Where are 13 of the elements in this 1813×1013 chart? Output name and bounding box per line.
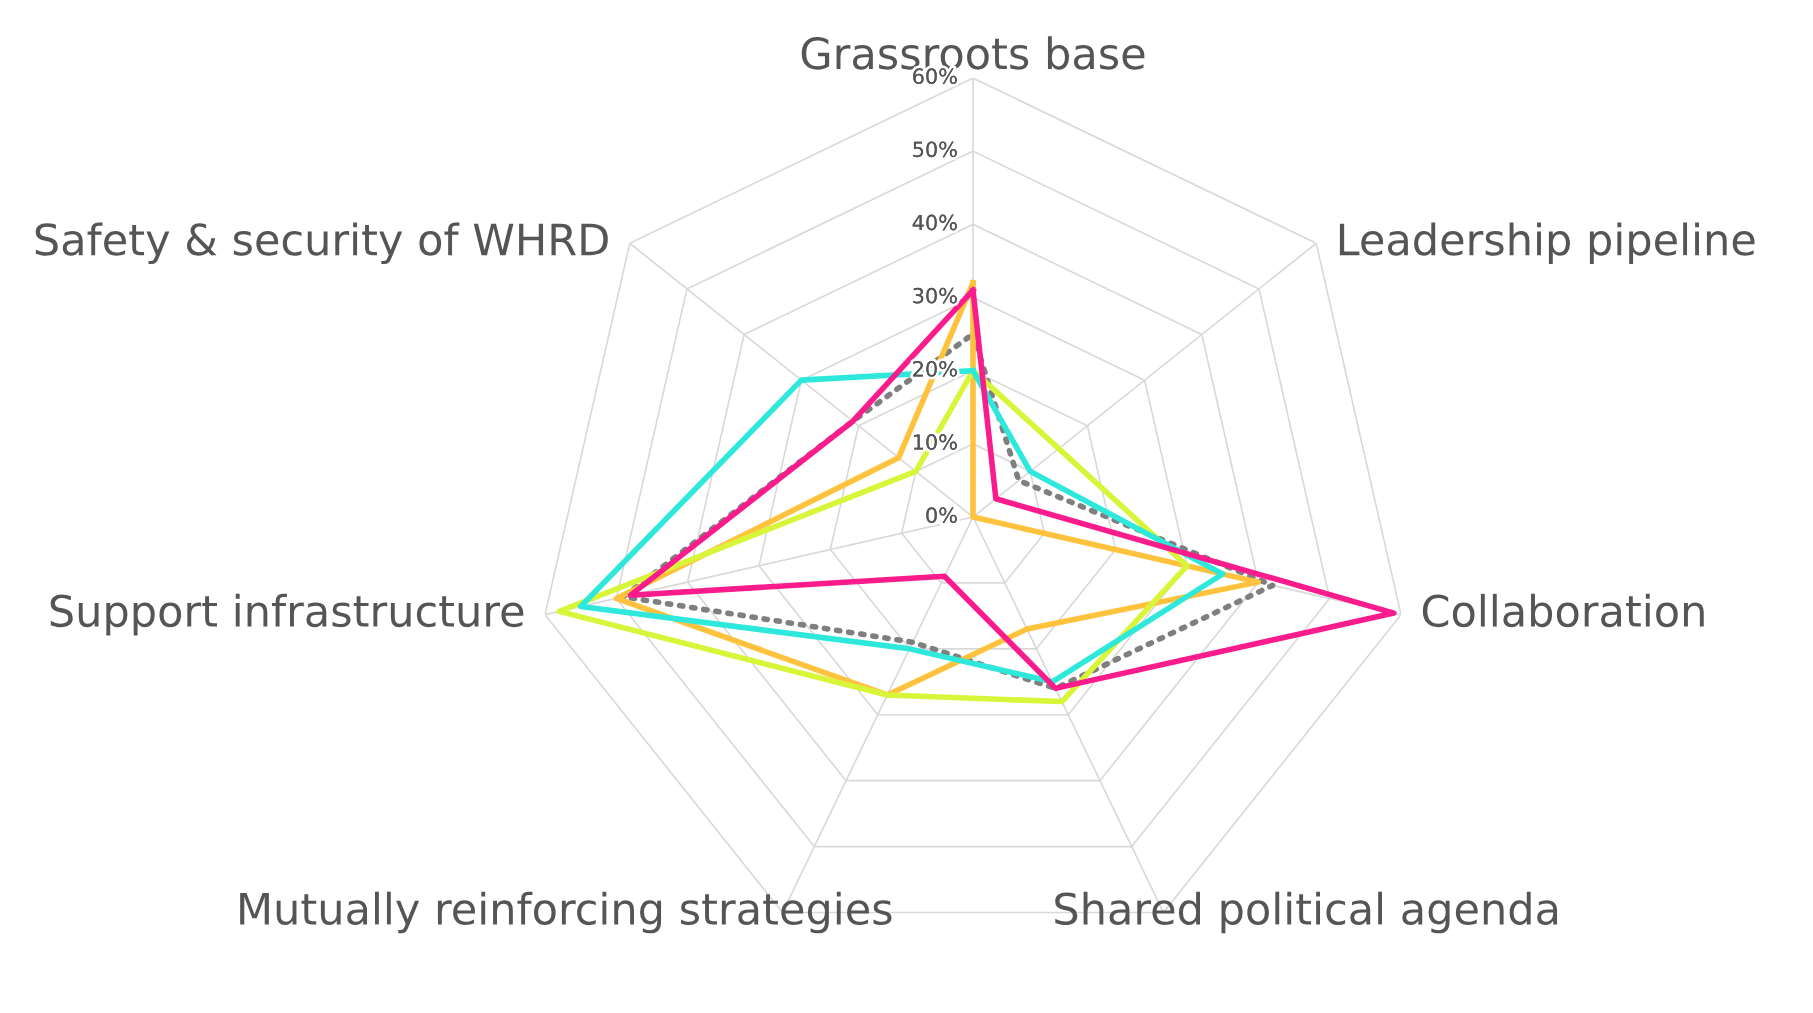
- y-tick-label: 50%: [913, 141, 957, 158]
- y-tick-label: 60%: [913, 68, 957, 85]
- y-tick-label: 0%: [926, 507, 957, 524]
- y-tick-label: 20%: [913, 360, 957, 377]
- y-tick-label: 30%: [913, 287, 957, 304]
- spoke-label: Leadership pipeline: [1339, 222, 1755, 265]
- spoke-label: Mutually reinforcing strategies: [240, 891, 892, 934]
- spoke-label: Shared political agenda: [1055, 891, 1558, 934]
- spoke-label: Collaboration: [1422, 593, 1704, 628]
- y-tick-label: 40%: [912, 214, 957, 231]
- spoke-label: Support infrastructure: [50, 593, 524, 636]
- spoke-label: Safety & security of WHRD: [35, 222, 608, 265]
- spoke-label: Grassroots base: [801, 36, 1145, 70]
